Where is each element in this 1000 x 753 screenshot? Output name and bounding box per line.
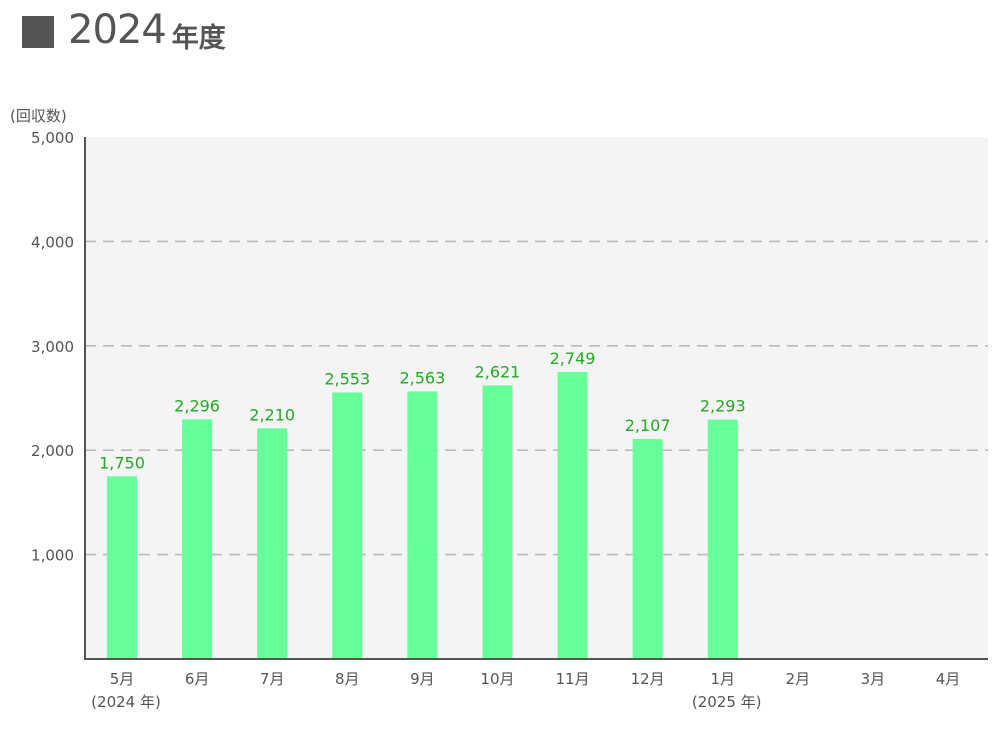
y-tick-label: 3,000 [31,338,74,356]
bar-value-label: 2,553 [324,369,370,388]
header-square-icon [22,16,54,48]
bar [557,372,588,659]
y-tick-label: 5,000 [31,129,74,147]
bar-value-label: 1,750 [99,453,145,472]
x-tick-label: 12月 [631,670,665,688]
bar [182,419,213,659]
header-year: 2024 [68,7,167,53]
bar-value-label: 2,293 [700,397,746,416]
x-tick-label: 6月 [185,670,210,688]
bar-value-label: 2,563 [399,368,445,387]
bar [107,476,137,659]
x-tick-label: 8月 [335,670,360,688]
bar-value-label: 2,749 [550,349,596,368]
bar [707,419,738,659]
label-layer: (回収数) 1,000 2,000 3,000 4,000 5,000 1,750 2,296… [10,107,960,711]
plot-background-layer [85,137,988,659]
x-tick-sublabel: (2025 年) [692,693,762,711]
axis-layer [84,137,988,660]
x-tick-label: 2月 [786,670,811,688]
x-tick-label: 10月 [480,670,514,688]
bar-value-label: 2,107 [625,416,671,435]
x-tick-sublabel: (2024 年) [91,693,161,711]
x-tick-label: 1月 [710,670,735,688]
bar-value-label: 2,621 [475,362,521,381]
x-tick-label: 11月 [555,670,589,688]
bar [257,428,288,659]
y-axis-title: (回収数) [10,107,67,125]
grid-layer [85,240,988,556]
bar [407,391,438,659]
x-tick-label: 7月 [260,670,285,688]
x-tick-label: 9月 [410,670,435,688]
bar-value-label: 2,296 [174,396,220,415]
y-tick-label: 1,000 [31,547,74,565]
x-tick-label: 5月 [110,670,135,688]
plot-background [85,137,988,659]
x-tick-label: 4月 [936,670,961,688]
bar [482,385,513,659]
page-header: 2024 年度 [22,7,226,54]
header-suffix: 年度 [171,22,226,54]
y-tick-label: 2,000 [31,442,74,460]
y-tick-label: 4,000 [31,233,74,251]
bar-value-label: 2,210 [249,405,295,424]
bar [332,392,363,659]
x-tick-label: 3月 [861,670,886,688]
bar [632,439,663,659]
bar-layer [107,372,738,659]
